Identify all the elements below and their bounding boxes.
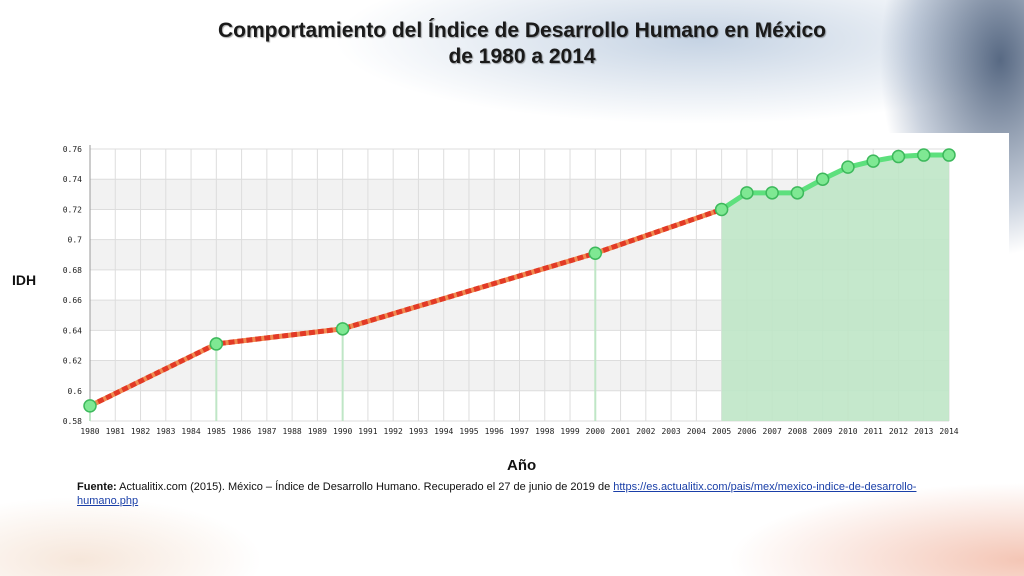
x-tick-label: 1982	[131, 427, 150, 436]
x-tick-label: 1986	[232, 427, 251, 436]
y-axis-label: IDH	[12, 272, 37, 288]
data-point-marker	[209, 337, 224, 351]
data-point-marker	[714, 202, 729, 217]
x-tick-label: 1997	[510, 427, 529, 436]
data-point-marker	[765, 186, 779, 200]
title-line-1: Comportamiento del Índice de Desarrollo …	[218, 19, 826, 42]
x-tick-label: 2002	[636, 427, 655, 436]
x-tick-label: 1980	[80, 427, 99, 436]
x-tick-label: 1985	[207, 427, 226, 436]
x-tick-label: 2014	[939, 427, 958, 436]
y-tick-label: 0.76	[63, 145, 82, 154]
source-citation: Fuente: Actualitix.com (2015). México – …	[77, 480, 957, 508]
page-title: Comportamiento del Índice de Desarrollo …	[0, 18, 1024, 70]
x-tick-label: 1991	[358, 427, 377, 436]
y-tick-label: 0.6	[68, 387, 83, 396]
x-tick-label: 2009	[813, 427, 832, 436]
y-tick-label: 0.7	[68, 236, 83, 245]
x-tick-label: 2000	[586, 427, 605, 436]
x-tick-label: 2013	[914, 427, 933, 436]
x-axis-label: Año	[507, 457, 537, 474]
x-tick-label: 1993	[409, 427, 428, 436]
x-tick-label: 1998	[535, 427, 554, 436]
solid-series-line	[720, 152, 949, 212]
source-label: Fuente:	[77, 481, 117, 493]
data-point-marker	[891, 149, 906, 164]
y-tick-label: 0.58	[63, 417, 82, 426]
chart-panel: 0.58 0.6 0.62 0.64 0.66 0.68 0.7 0.72 0.74 0.76 19…	[38, 133, 1009, 450]
source-link[interactable]: https://es.actualitix.com/pais/mex/mexic…	[77, 481, 917, 507]
x-tick-label: 2012	[889, 427, 908, 436]
x-tick-label: 2001	[611, 427, 630, 436]
x-tick-label: 1995	[459, 427, 478, 436]
y-tick-label: 0.62	[63, 357, 82, 366]
y-tick-label: 0.72	[63, 205, 82, 214]
dashed-series-line	[88, 207, 723, 409]
x-tick-label: 1987	[257, 427, 276, 436]
data-point-marker	[790, 186, 805, 200]
data-point-marker	[740, 186, 754, 200]
x-tick-label: 1988	[282, 427, 301, 436]
y-tick-label: 0.68	[63, 266, 82, 275]
data-point-marker	[335, 322, 350, 336]
x-tick-label: 2011	[864, 427, 883, 436]
data-point-marker	[588, 246, 603, 261]
x-tick-label: 1984	[181, 427, 200, 436]
y-tick-label: 0.66	[63, 296, 82, 305]
x-tick-label: 1989	[308, 427, 327, 436]
data-point-marker	[841, 160, 855, 174]
x-tick-label: 2005	[712, 427, 731, 436]
area-fill	[721, 155, 949, 422]
x-tick-label: 1983	[156, 427, 175, 436]
x-tick-label: 2008	[788, 427, 807, 436]
source-text: Actualitix.com (2015). México – Índice d…	[116, 481, 614, 493]
data-point-marker	[83, 399, 97, 413]
x-tick-label: 1999	[560, 427, 579, 436]
x-tick-label: 1994	[434, 427, 453, 436]
x-tick-label: 2003	[661, 427, 680, 436]
data-point-marker	[916, 148, 931, 162]
x-tick-label: 2004	[687, 427, 706, 436]
title-line-2: de 1980 a 2014	[448, 45, 596, 68]
x-tick-label: 1981	[106, 427, 125, 436]
x-tick-label: 2010	[838, 427, 857, 436]
x-tick-label: 1996	[485, 427, 504, 436]
x-tick-label: 2006	[737, 427, 756, 436]
x-tick-label: 2007	[763, 427, 782, 436]
idh-line-chart: 0.58 0.6 0.62 0.64 0.66 0.68 0.7 0.72 0.74 0.76 19…	[63, 145, 959, 436]
y-tick-label: 0.64	[63, 326, 82, 335]
x-tick-label: 1990	[333, 427, 352, 436]
y-tick-label: 0.74	[63, 175, 82, 184]
data-point-marker	[815, 172, 830, 186]
data-point-marker	[866, 154, 880, 168]
x-tick-label: 1992	[384, 427, 403, 436]
data-point-marker	[942, 148, 956, 162]
